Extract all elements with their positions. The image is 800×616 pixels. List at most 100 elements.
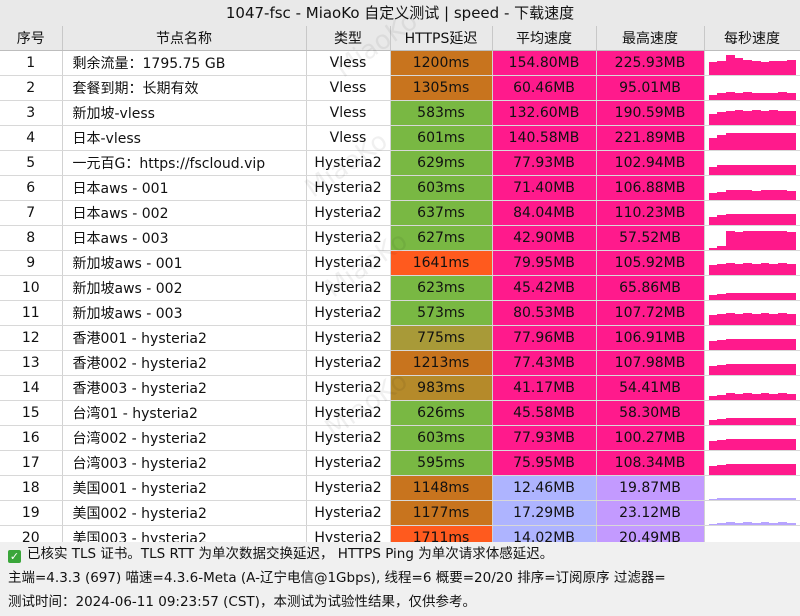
sparkline-bar bbox=[743, 231, 753, 250]
row-node-name: 香港002 - hysteria2 bbox=[62, 350, 307, 376]
row-speed-sparkline bbox=[704, 225, 800, 251]
sparkline-bar bbox=[760, 111, 770, 125]
col-header-avg-speed: 平均速度 bbox=[492, 26, 597, 51]
sparkline-bar bbox=[708, 62, 718, 75]
col-header-index: 序号 bbox=[0, 26, 63, 51]
row-type: Vless bbox=[306, 100, 391, 126]
sparkline-bar bbox=[769, 314, 779, 325]
row-node-name: 新加坡aws - 003 bbox=[62, 300, 307, 326]
sparkline-bar bbox=[778, 339, 787, 350]
table-row: 14 香港003 - hysteria2 Hysteria2 983ms 41.17MB… bbox=[0, 375, 800, 401]
row-node-name: 套餐到期：长期有效 bbox=[62, 75, 307, 101]
row-max-speed: 221.89MB bbox=[596, 125, 705, 151]
sparkline-bar bbox=[734, 314, 744, 325]
sparkline-bar bbox=[778, 111, 787, 125]
row-speed-sparkline bbox=[704, 125, 800, 151]
table-row: 6 日本aws - 001 Hysteria2 603ms 71.40MB 106.88M… bbox=[0, 175, 800, 201]
row-type: Hysteria2 bbox=[306, 175, 391, 201]
row-https-latency: 637ms bbox=[390, 200, 493, 226]
sparkline-bar bbox=[760, 133, 770, 150]
row-avg-speed: 41.17MB bbox=[492, 375, 597, 401]
sparkline-bar bbox=[769, 364, 779, 375]
table-row: 11 新加坡aws - 003 Hysteria2 573ms 80.53MB 107.7… bbox=[0, 300, 800, 326]
sparkline-bar bbox=[769, 61, 779, 75]
row-avg-speed: 77.93MB bbox=[492, 425, 597, 451]
sparkline-bar bbox=[743, 60, 753, 75]
sparkline-bar bbox=[717, 395, 726, 400]
sparkline-bar bbox=[769, 133, 779, 150]
sparkline-bar bbox=[778, 231, 787, 250]
row-node-name: 日本-vless bbox=[62, 125, 307, 151]
row-max-speed: 110.23MB bbox=[596, 200, 705, 226]
row-speed-sparkline bbox=[704, 375, 800, 401]
sparkline-bar bbox=[786, 418, 796, 425]
sparkline-bar bbox=[725, 393, 735, 400]
row-type: Hysteria2 bbox=[306, 300, 391, 326]
sparkline-bar bbox=[760, 439, 770, 450]
sparkline-bar bbox=[760, 313, 770, 325]
sparkline-bar bbox=[717, 112, 726, 125]
sparkline-bar bbox=[717, 419, 726, 425]
sparkline-bar bbox=[708, 217, 718, 225]
sparkline-bar bbox=[717, 440, 726, 450]
row-index: 13 bbox=[0, 350, 63, 376]
table-row: 15 台湾01 - hysteria2 Hysteria2 626ms 45.58MB 5… bbox=[0, 400, 800, 426]
sparkline-bar bbox=[760, 393, 770, 400]
sparkline-bar bbox=[760, 214, 770, 225]
sparkline-bar bbox=[760, 165, 770, 175]
row-speed-sparkline bbox=[704, 75, 800, 101]
sparkline-bar bbox=[760, 418, 770, 425]
sparkline-bar bbox=[717, 61, 726, 75]
sparkline-bar bbox=[708, 114, 718, 125]
row-https-latency: 629ms bbox=[390, 150, 493, 176]
row-https-latency: 1305ms bbox=[390, 75, 493, 101]
row-avg-speed: 79.95MB bbox=[492, 250, 597, 276]
row-node-name: 美国001 - hysteria2 bbox=[62, 475, 307, 501]
row-node-name: 美国002 - hysteria2 bbox=[62, 500, 307, 526]
sparkline-bar bbox=[717, 246, 726, 250]
sparkline-bar bbox=[734, 165, 744, 175]
sparkline-bar bbox=[743, 165, 753, 175]
sparkline-bar bbox=[725, 214, 735, 225]
row-node-name: 台湾01 - hysteria2 bbox=[62, 400, 307, 426]
row-max-speed: 95.01MB bbox=[596, 75, 705, 101]
sparkline-bar bbox=[778, 464, 787, 475]
row-max-speed: 100.27MB bbox=[596, 425, 705, 451]
sparkline-bar bbox=[725, 439, 735, 450]
table-row: 19 美国002 - hysteria2 Hysteria2 1177ms 17.29M… bbox=[0, 500, 800, 526]
row-index: 8 bbox=[0, 225, 63, 251]
results-table: 序号 节点名称 类型 HTTPS延迟 平均速度 最高速度 每秒速度 1 剩余流量：… bbox=[0, 26, 800, 551]
row-https-latency: 595ms bbox=[390, 450, 493, 476]
sparkline-bar bbox=[717, 165, 726, 175]
sparkline-bar bbox=[769, 418, 779, 425]
row-https-latency: 1213ms bbox=[390, 350, 493, 376]
col-header-https-latency: HTTPS延迟 bbox=[390, 26, 493, 51]
sparkline-bar bbox=[760, 364, 770, 375]
row-avg-speed: 77.96MB bbox=[492, 325, 597, 351]
row-speed-sparkline bbox=[704, 325, 800, 351]
sparkline-bar bbox=[708, 167, 718, 175]
sparkline-bar bbox=[717, 365, 726, 375]
sparkline-bar bbox=[725, 133, 735, 150]
row-index: 14 bbox=[0, 375, 63, 401]
row-https-latency: 1148ms bbox=[390, 475, 493, 501]
row-https-latency: 775ms bbox=[390, 325, 493, 351]
row-type: Hysteria2 bbox=[306, 400, 391, 426]
sparkline-bar bbox=[708, 396, 718, 400]
footer-version-info: 主端=4.3.3 (697) 喵速=4.3.6-Meta (A-辽宁电信@1Gb… bbox=[8, 570, 666, 586]
sparkline-bar bbox=[752, 214, 761, 225]
sparkline-bar bbox=[708, 366, 718, 375]
sparkline-bar bbox=[752, 110, 761, 125]
result-footer: ✓ 已核实 TLS 证书。TLS RTT 为单次数据交换延迟， HTTPS Pin… bbox=[0, 542, 800, 616]
row-max-speed: 107.98MB bbox=[596, 350, 705, 376]
sparkline-bar bbox=[760, 293, 770, 300]
sparkline-bar bbox=[786, 214, 796, 225]
row-index: 5 bbox=[0, 150, 63, 176]
sparkline-bar bbox=[725, 364, 735, 375]
row-speed-sparkline bbox=[704, 250, 800, 276]
row-speed-sparkline bbox=[704, 200, 800, 226]
row-avg-speed: 60.46MB bbox=[492, 75, 597, 101]
sparkline-bar bbox=[743, 293, 753, 300]
sparkline-bar bbox=[708, 420, 718, 425]
row-speed-sparkline bbox=[704, 50, 800, 76]
